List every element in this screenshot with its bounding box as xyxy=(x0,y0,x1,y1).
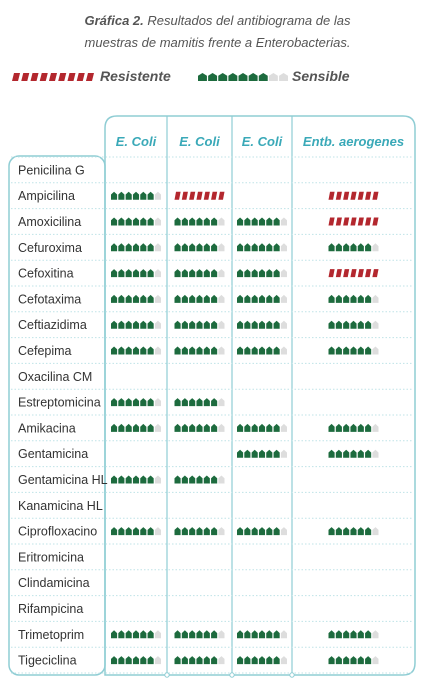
result-sensitive-marker xyxy=(174,656,225,665)
result-sensitive-marker xyxy=(111,269,161,278)
result-resistant-marker xyxy=(328,191,379,200)
column-header: E. Coli xyxy=(116,134,157,149)
antibiotic-label: Rifampicina xyxy=(18,602,83,616)
result-sensitive-marker xyxy=(237,294,287,303)
result-sensitive-marker xyxy=(237,449,287,458)
result-sensitive-marker xyxy=(111,243,161,252)
result-sensitive-marker xyxy=(174,243,225,252)
result-sensitive-marker xyxy=(237,217,287,226)
result-sensitive-marker xyxy=(237,527,287,536)
result-sensitive-marker xyxy=(237,656,287,665)
result-resistant-marker xyxy=(328,269,379,278)
antibiotic-label: Cefepima xyxy=(18,344,72,358)
antibiotic-label: Gentamicina HL xyxy=(18,473,108,487)
antibiotic-label: Ciprofloxacino xyxy=(18,525,97,539)
antibiotic-label: Ceftiazidima xyxy=(18,318,87,332)
result-sensitive-marker xyxy=(328,423,379,432)
result-sensitive-marker xyxy=(111,217,161,226)
result-sensitive-marker xyxy=(111,320,161,329)
result-resistant-marker xyxy=(174,191,225,200)
result-sensitive-marker xyxy=(174,294,225,303)
result-sensitive-marker xyxy=(328,294,379,303)
result-resistant-marker xyxy=(328,217,379,226)
result-sensitive-marker xyxy=(328,449,379,458)
result-sensitive-marker xyxy=(328,346,379,355)
result-sensitive-marker xyxy=(237,320,287,329)
result-sensitive-marker xyxy=(111,527,161,536)
antibiotic-label: Amoxicilina xyxy=(18,215,81,229)
result-sensitive-marker xyxy=(328,320,379,329)
chart-title: Gráfica 2. Resultados del antibiograma d… xyxy=(0,10,435,32)
antibiotic-label: Tigeciclina xyxy=(18,654,77,668)
result-sensitive-marker xyxy=(111,656,161,665)
antibiotic-label: Eritromicina xyxy=(18,550,84,564)
result-sensitive-marker xyxy=(174,630,225,639)
result-sensitive-marker xyxy=(328,630,379,639)
chart-title-rest: Resultados del antibiograma de las xyxy=(143,13,351,28)
result-sensitive-marker xyxy=(237,243,287,252)
result-sensitive-marker xyxy=(111,630,161,639)
divider-end-dot xyxy=(289,672,295,678)
result-sensitive-marker xyxy=(237,630,287,639)
result-sensitive-marker xyxy=(237,423,287,432)
result-sensitive-marker xyxy=(111,475,161,484)
table-frame xyxy=(104,115,416,676)
result-sensitive-marker xyxy=(174,398,225,407)
antibiotic-label: Trimetoprim xyxy=(18,628,84,642)
antibiotic-label: Cefotaxima xyxy=(18,292,81,306)
column-header: E. Coli xyxy=(179,134,220,149)
result-sensitive-marker xyxy=(174,320,225,329)
result-sensitive-marker xyxy=(174,346,225,355)
result-sensitive-marker xyxy=(174,423,225,432)
result-sensitive-marker xyxy=(111,423,161,432)
legend-resistant-label: Resistente xyxy=(100,68,171,84)
antibiotic-label: Estreptomicina xyxy=(18,396,101,410)
column-header: Entb. aerogenes xyxy=(303,134,404,149)
legend-sensitive-marker xyxy=(198,73,288,81)
chart-title-bold: Gráfica 2. xyxy=(84,13,144,28)
result-sensitive-marker xyxy=(237,269,287,278)
result-sensitive-marker xyxy=(174,217,225,226)
result-sensitive-marker xyxy=(111,294,161,303)
result-sensitive-marker xyxy=(111,398,161,407)
legend-sensitive-label: Sensible xyxy=(292,68,350,84)
antibiotic-label: Clindamicina xyxy=(18,576,90,590)
result-sensitive-marker xyxy=(328,656,379,665)
antibiotic-label: Cefoxitina xyxy=(18,267,74,281)
antibiotic-label: Ampicilina xyxy=(18,189,75,203)
result-sensitive-marker xyxy=(328,243,379,252)
antibiotic-label: Cefuroxima xyxy=(18,241,82,255)
legend-resistant-marker xyxy=(12,73,94,81)
result-sensitive-marker xyxy=(174,269,225,278)
divider-end-dot xyxy=(164,672,170,678)
result-sensitive-marker xyxy=(174,475,225,484)
chart-subtitle: muestras de mamitis frente a Enterobacte… xyxy=(84,35,351,50)
antibiotic-label: Oxacilina CM xyxy=(18,370,92,384)
result-sensitive-marker xyxy=(111,346,161,355)
antibiotic-label: Gentamicina xyxy=(18,447,88,461)
result-sensitive-marker xyxy=(328,527,379,536)
antibiotic-label: Penicilina G xyxy=(18,163,85,177)
result-sensitive-marker xyxy=(237,346,287,355)
result-sensitive-marker xyxy=(174,527,225,536)
column-header: E. Coli xyxy=(242,134,283,149)
result-sensitive-marker xyxy=(111,191,161,200)
divider-end-dot xyxy=(229,672,235,678)
antibiotic-list-frame xyxy=(8,155,106,676)
antibiotic-label: Amikacina xyxy=(18,421,76,435)
antibiotic-label: Kanamicina HL xyxy=(18,499,103,513)
